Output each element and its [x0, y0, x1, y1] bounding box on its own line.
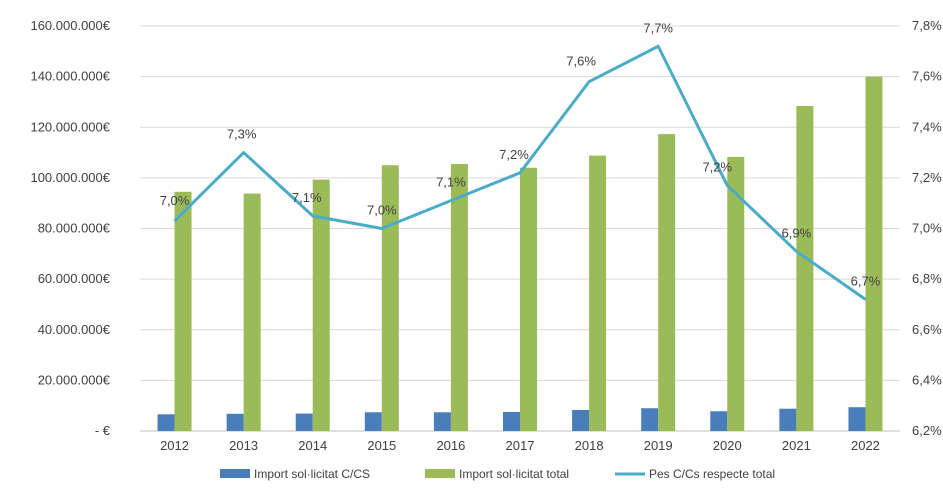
data-label: 7,1%	[292, 190, 322, 205]
left-axis-ticks: - € 20.000.000€ 40.000.000€ 60.000.000€ 80.0…	[30, 18, 110, 438]
data-label: 6,7%	[851, 273, 881, 288]
bar-ccs	[296, 414, 313, 431]
left-tick-label: 120.000.000€	[30, 119, 110, 134]
data-label: 7,2%	[702, 159, 732, 174]
x-tick-label: 2017	[506, 438, 535, 453]
data-label: 7,0%	[160, 193, 190, 208]
right-tick-label: 7,2%	[912, 170, 942, 185]
bar-ccs	[572, 410, 589, 431]
left-tick-label: 20.000.000€	[38, 372, 111, 387]
x-tick-label: 2021	[782, 438, 811, 453]
bar-total	[175, 192, 192, 431]
x-tick-label: 2016	[436, 438, 465, 453]
x-tick-label: 2020	[713, 438, 742, 453]
bar-ccs	[227, 414, 244, 431]
x-tick-label: 2022	[851, 438, 880, 453]
legend-swatch	[425, 469, 455, 478]
right-tick-label: 7,6%	[912, 69, 942, 84]
x-tick-label: 2018	[575, 438, 604, 453]
bar-total	[520, 168, 537, 431]
bar-ccs	[641, 408, 658, 431]
legend-label: Import sol·licitat C/CS	[254, 467, 370, 481]
data-label: 7,3%	[227, 127, 257, 142]
left-tick-label: 140.000.000€	[30, 69, 110, 84]
data-label: 7,2%	[499, 147, 529, 162]
left-tick-label: 100.000.000€	[30, 170, 110, 185]
legend-label: Import sol·licitat total	[459, 467, 569, 481]
x-tick-label: 2015	[367, 438, 396, 453]
data-label: 7,6%	[566, 54, 596, 69]
bar-ccs	[503, 412, 520, 431]
legend: Import sol·licitat C/CS Import sol·licita…	[220, 467, 775, 481]
x-axis-ticks: 2012 2013 2014 2015 2016 2017 2018 2019 2020 2021…	[160, 438, 880, 453]
left-tick-label: 160.000.000€	[30, 18, 110, 33]
right-axis-ticks: 6,2% 6,4% 6,6% 6,8% 7,0% 7,2% 7,4% 7,6% 7,8%	[912, 18, 942, 438]
x-tick-label: 2014	[298, 438, 327, 453]
bar-total	[589, 156, 606, 431]
left-tick-label: 40.000.000€	[38, 322, 111, 337]
right-tick-label: 6,4%	[912, 372, 942, 387]
bar-ccs	[848, 407, 865, 431]
bar-total	[796, 106, 813, 431]
right-tick-label: 6,8%	[912, 271, 942, 286]
bar-ccs	[710, 411, 727, 431]
data-label: 7,7%	[643, 20, 673, 35]
x-tick-label: 2019	[644, 438, 673, 453]
right-tick-label: 6,6%	[912, 322, 942, 337]
left-tick-label: - €	[95, 423, 111, 438]
bar-total	[658, 134, 675, 431]
bars	[158, 77, 883, 431]
right-tick-label: 7,0%	[912, 221, 942, 236]
bar-ccs	[779, 409, 796, 431]
bar-total	[451, 164, 468, 431]
right-tick-label: 7,8%	[912, 18, 942, 33]
bar-ccs	[365, 412, 382, 431]
right-tick-label: 6,2%	[912, 423, 942, 438]
legend-swatch	[220, 469, 250, 478]
legend-label: Pes C/Cs respecte total	[649, 467, 775, 481]
left-tick-label: 80.000.000€	[38, 221, 111, 236]
data-label: 7,0%	[367, 203, 397, 218]
bar-ccs	[434, 412, 451, 431]
right-tick-label: 7,4%	[912, 119, 942, 134]
left-tick-label: 60.000.000€	[38, 271, 111, 286]
bar-total	[244, 194, 261, 431]
data-label: 7,1%	[436, 175, 466, 190]
x-tick-label: 2012	[160, 438, 189, 453]
data-label: 6,9%	[782, 225, 812, 240]
bar-total	[865, 77, 882, 431]
bar-ccs	[158, 414, 175, 431]
x-tick-label: 2013	[229, 438, 258, 453]
